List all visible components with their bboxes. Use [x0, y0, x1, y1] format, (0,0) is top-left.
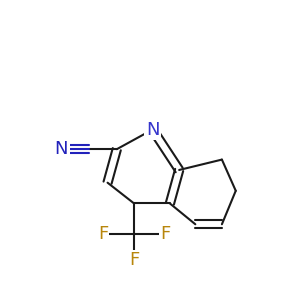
Text: F: F	[129, 251, 139, 269]
Text: F: F	[160, 224, 170, 242]
Text: N: N	[146, 121, 159, 139]
Text: N: N	[55, 140, 68, 158]
Text: F: F	[98, 224, 108, 242]
